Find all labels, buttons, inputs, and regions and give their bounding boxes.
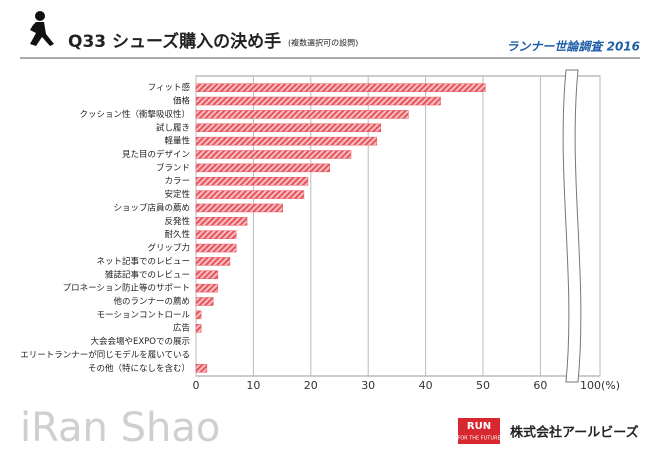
- chart-title: Q33 シューズ購入の決め手: [68, 31, 281, 52]
- y-tick-label: モーションコントロール: [97, 310, 191, 320]
- bar: [195, 190, 305, 199]
- bar: [195, 83, 486, 92]
- bar: [195, 123, 382, 133]
- y-tick-label: その他（特になしを含む）: [88, 363, 190, 374]
- y-tick-label: 軽量性: [164, 136, 190, 147]
- bar: [195, 136, 378, 146]
- bar: [195, 323, 202, 333]
- plot-frame: [195, 75, 601, 377]
- y-tick-label: ブランド: [156, 162, 190, 173]
- y-tick-label: 耐久性: [164, 229, 190, 240]
- y-tick-label: ネット記事でのレビュー: [96, 256, 190, 267]
- y-tick-label: 反発性: [164, 216, 190, 227]
- bar: [195, 310, 202, 320]
- x-tick-label: 100(%): [580, 379, 620, 392]
- watermark: iRan Shao: [20, 405, 220, 451]
- x-tick-label: 30: [361, 379, 375, 392]
- y-tick-label: 大会会場やEXPOでの展示: [90, 336, 190, 347]
- y-tick-label: 見た目のデザイン: [122, 149, 190, 160]
- bar: [195, 283, 219, 293]
- company-name: 株式会社アールビーズ: [510, 425, 639, 441]
- bar: [195, 176, 309, 186]
- logo-run: RUN: [467, 421, 491, 432]
- bar: [195, 96, 441, 106]
- axis-break: [562, 69, 582, 383]
- y-tick-label: 試し履き: [156, 122, 190, 133]
- y-tick-label: カラー: [164, 177, 190, 187]
- x-tick-label: 50: [476, 379, 490, 392]
- y-tick-label: エリートランナーが同じモデルを履いている: [20, 349, 190, 360]
- y-tick-label: クッション性（衝撃吸収性）: [79, 109, 190, 120]
- y-tick-label: グリップ力: [147, 243, 190, 254]
- y-tick-label: プロネーション防止等のサポート: [63, 283, 190, 294]
- bar: [195, 163, 330, 173]
- y-tick-label: フィット感: [148, 82, 191, 93]
- x-tick-label: 40: [419, 379, 433, 392]
- x-tick-label: 60: [533, 379, 547, 392]
- logo-box: [458, 418, 500, 444]
- bar: [195, 257, 231, 266]
- bar: [195, 270, 219, 280]
- y-tick-label: 価格: [173, 96, 191, 107]
- bar: [195, 150, 352, 159]
- runner-icon: [30, 11, 54, 46]
- y-tick-label: 安定性: [164, 189, 190, 200]
- y-tick-label: 雑誌記事でのレビュー: [105, 269, 190, 280]
- bar: [195, 217, 248, 226]
- bar: [195, 364, 208, 373]
- bar: [195, 297, 214, 306]
- x-tick-label: 20: [304, 379, 318, 392]
- y-tick-label: 他のランナーの薦め: [113, 296, 190, 307]
- x-tick-label: 10: [246, 379, 260, 392]
- survey-label: ランナー世論調査 2016: [506, 40, 640, 54]
- bar: [195, 230, 237, 239]
- y-tick-label: ショップ店員の薦め: [113, 202, 190, 213]
- y-tick-label: 広告: [173, 323, 190, 334]
- bar: [195, 110, 409, 119]
- logo-tagline: FOR THE FUTURE: [457, 436, 500, 442]
- bar: [195, 243, 237, 253]
- bar: [195, 203, 283, 213]
- x-tick-label: 0: [193, 379, 200, 392]
- chart-subtitle: (複数選択可の設問): [288, 38, 358, 48]
